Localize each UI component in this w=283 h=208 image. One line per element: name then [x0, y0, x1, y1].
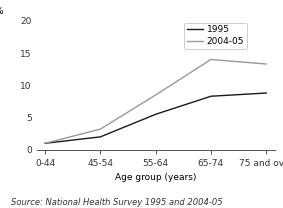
X-axis label: Age group (years): Age group (years) — [115, 173, 196, 182]
2004-05 — [265, 63, 268, 65]
Line: 1995: 1995 — [45, 93, 266, 143]
Legend: 1995, 2004-05: 1995, 2004-05 — [184, 23, 247, 49]
2004-05 — [154, 94, 157, 96]
Text: %: % — [0, 7, 3, 16]
2004-05 — [43, 142, 47, 145]
Text: Source: National Health Survey 1995 and 2004-05: Source: National Health Survey 1995 and … — [11, 198, 223, 207]
Line: 2004-05: 2004-05 — [45, 59, 266, 143]
1995 — [209, 95, 213, 98]
1995 — [43, 142, 47, 145]
1995 — [154, 113, 157, 115]
1995 — [265, 92, 268, 94]
2004-05 — [99, 128, 102, 130]
1995 — [99, 136, 102, 138]
2004-05 — [209, 58, 213, 61]
